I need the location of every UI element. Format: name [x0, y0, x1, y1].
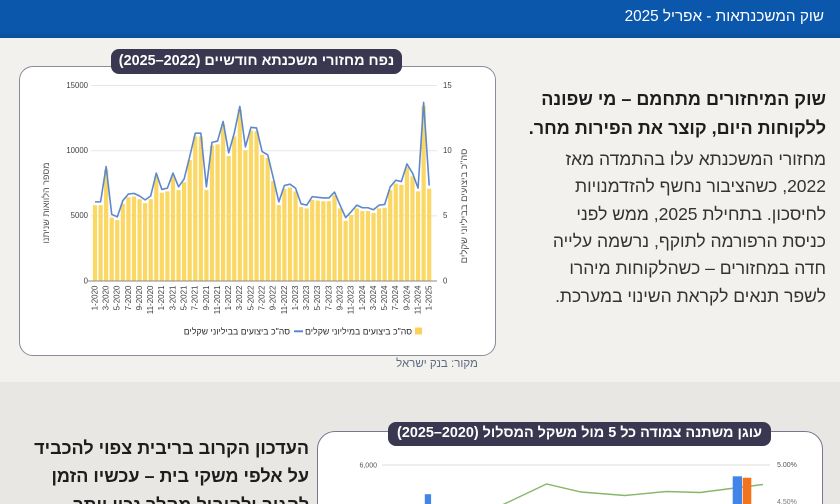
svg-text:מספר הלוואות שניתנו: מספר הלוואות שניתנו: [41, 162, 51, 243]
svg-text:5000: 5000: [71, 211, 89, 220]
svg-text:11-2023: 11-2023: [347, 284, 356, 313]
svg-text:7-2021: 7-2021: [191, 284, 200, 309]
svg-text:סה"כ ביצועים במיליוני שקלים: סה"כ ביצועים במיליוני שקלים: [305, 326, 412, 336]
svg-text:7-2022: 7-2022: [258, 284, 267, 309]
svg-text:10: 10: [443, 146, 452, 155]
svg-text:6,000: 6,000: [359, 463, 377, 470]
svg-text:5-2022: 5-2022: [246, 284, 255, 309]
svg-text:1-2021: 1-2021: [157, 284, 166, 309]
svg-text:5-2024: 5-2024: [380, 284, 389, 309]
svg-text:9-2023: 9-2023: [335, 284, 344, 309]
svg-text:7-2023: 7-2023: [324, 284, 333, 309]
svg-text:4.50%: 4.50%: [777, 499, 797, 504]
svg-text:1-2020: 1-2020: [90, 284, 99, 309]
svg-text:9-2022: 9-2022: [269, 284, 278, 309]
svg-text:3-2023: 3-2023: [302, 284, 311, 309]
svg-text:15: 15: [443, 80, 452, 89]
svg-text:10000: 10000: [66, 146, 88, 155]
svg-text:3-2020: 3-2020: [102, 284, 111, 309]
svg-text:3-2024: 3-2024: [369, 284, 378, 309]
svg-text:5.00%: 5.00%: [777, 462, 797, 469]
svg-text:11-2024: 11-2024: [413, 284, 422, 313]
svg-text:3-2021: 3-2021: [168, 284, 177, 309]
svg-text:11-2021: 11-2021: [213, 284, 222, 313]
svg-text:5-2020: 5-2020: [113, 284, 122, 309]
svg-text:15000: 15000: [66, 80, 88, 89]
svg-text:11-2020: 11-2020: [146, 284, 155, 313]
svg-text:5-2021: 5-2021: [180, 284, 189, 309]
svg-text:7-2020: 7-2020: [124, 284, 133, 309]
svg-text:5-2023: 5-2023: [313, 284, 322, 309]
svg-text:1-2024: 1-2024: [358, 284, 367, 309]
svg-text:0: 0: [443, 276, 448, 285]
svg-text:סה"כ ביצועים בביליוני שקלים: סה"כ ביצועים בביליוני שקלים: [458, 148, 470, 263]
svg-text:7-2024: 7-2024: [391, 284, 400, 309]
svg-text:סה"כ ביצועים בביליוני שקלים: סה"כ ביצועים בביליוני שקלים: [184, 326, 290, 336]
svg-text:9-2021: 9-2021: [202, 284, 211, 309]
svg-text:3-2022: 3-2022: [235, 284, 244, 309]
svg-text:9-2024: 9-2024: [402, 284, 411, 309]
svg-text:1-2022: 1-2022: [224, 284, 233, 309]
svg-text:11-2022: 11-2022: [280, 284, 289, 313]
svg-text:5: 5: [443, 211, 448, 220]
svg-text:1-2023: 1-2023: [291, 284, 300, 309]
svg-text:1-2025: 1-2025: [425, 284, 434, 309]
svg-text:0: 0: [84, 276, 89, 285]
svg-text:9-2020: 9-2020: [135, 284, 144, 309]
